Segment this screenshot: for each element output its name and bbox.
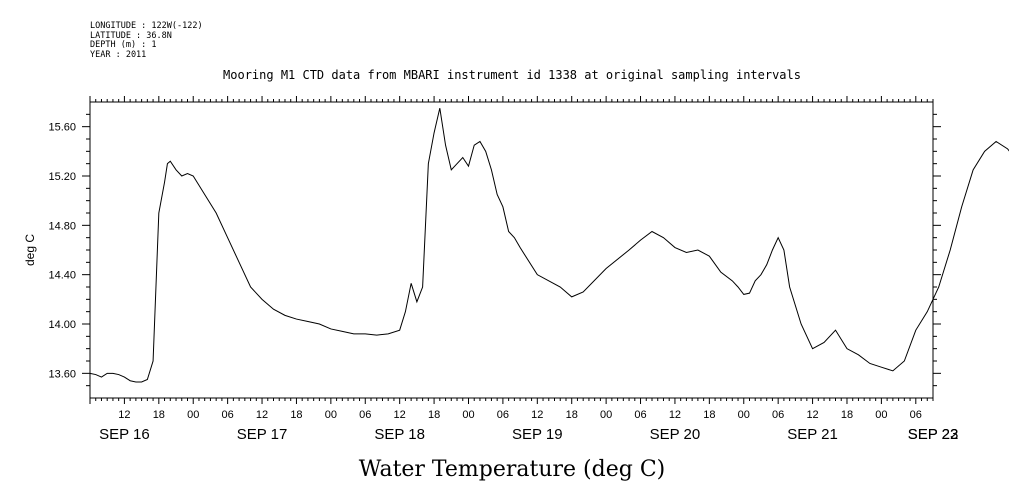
- plot-area: 12 18 00 06 12 18 00 06 12 18 00 06 12 18 00 06 12 18 00 06…: [48, 96, 1009, 443]
- x-hour-tick-label: 00: [875, 409, 887, 421]
- x-axis-label: Water Temperature (deg C): [359, 457, 666, 482]
- latitude-text: LATITUDE : 36.8N: [90, 30, 172, 41]
- x-hour-tick-label: 00: [325, 409, 337, 421]
- longitude-text: LONGITUDE : 122W(-122): [90, 21, 203, 31]
- plot-frame: [89, 101, 934, 399]
- y-tick-label: 14.00: [48, 319, 76, 331]
- x-hour-tick-label: 18: [841, 409, 853, 421]
- x-hour-tick-label: 00: [187, 409, 199, 421]
- y-axis-label: deg C: [23, 234, 37, 266]
- x-hour-tick-label: 06: [497, 409, 509, 421]
- x-date-label: SEP 20: [650, 426, 701, 443]
- x-hour-tick-label: 06: [772, 409, 784, 421]
- chart-title: Mooring M1 CTD data from MBARI instrumen…: [223, 68, 801, 82]
- x-hour-tick-label: 18: [153, 409, 165, 421]
- x-hour-tick-label: 06: [359, 409, 371, 421]
- year-text: YEAR : 2011: [90, 49, 147, 60]
- x-hour-tick-label: 12: [531, 409, 543, 421]
- y-tick-label: 14.40: [48, 270, 76, 282]
- x-date-label: SEP 21: [787, 426, 838, 443]
- x-hour-tick-label: 12: [256, 409, 268, 421]
- y-tick-label: 13.60: [48, 368, 76, 380]
- depth-text: DEPTH (m) : 1: [90, 40, 157, 50]
- x-date-label: SEP 17: [237, 426, 288, 443]
- series-line-0: [89, 108, 1009, 383]
- x-date-label: SEP 22: [908, 426, 959, 443]
- y-tick-label: 14.80: [48, 220, 76, 232]
- x-hour-tick-label: 12: [118, 409, 130, 421]
- x-hour-tick-label: 06: [634, 409, 646, 421]
- x-hour-tick-label: 06: [222, 409, 234, 421]
- x-hour-tick-label: 12: [394, 409, 406, 421]
- x-hour-tick-label: 12: [806, 409, 818, 421]
- x-date-label: SEP 23: [908, 426, 959, 443]
- x-date-label: SEP 16: [99, 426, 150, 443]
- x-hour-tick-label: 18: [428, 409, 440, 421]
- x-hour-tick-label: 12: [669, 409, 681, 421]
- x-hour-tick-label: 18: [566, 409, 578, 421]
- x-hour-tick-label: 18: [703, 409, 715, 421]
- metadata-block: LONGITUDE : 122W(-122) LATITUDE : 36.8N …: [90, 21, 203, 60]
- x-hour-tick-label: 18: [290, 409, 302, 421]
- y-tick-label: 15.60: [48, 122, 76, 134]
- x-date-label: SEP 19: [512, 426, 563, 443]
- x-hour-tick-label: 00: [738, 409, 750, 421]
- x-hour-tick-label: 00: [600, 409, 612, 421]
- x-hour-tick-label: 00: [462, 409, 474, 421]
- y-tick-label: 15.20: [48, 171, 76, 183]
- x-hour-tick-label: 06: [910, 409, 922, 421]
- x-date-label: SEP 18: [374, 426, 425, 443]
